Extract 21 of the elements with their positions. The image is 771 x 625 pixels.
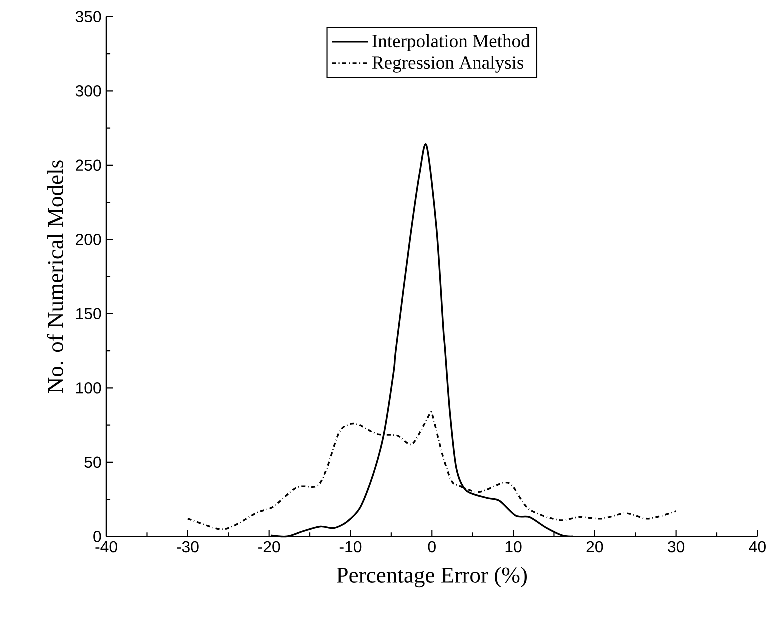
x-tick-label: 40 <box>749 541 766 552</box>
x-tick-label: -20 <box>258 541 280 552</box>
y-tick-label: 200 <box>76 234 102 246</box>
x-tick-label: 0 <box>428 541 436 552</box>
y-axis-title: No. of Numerical Models <box>47 160 64 393</box>
y-tick-label: 100 <box>76 382 102 394</box>
x-axis-title: Percentage Error (%) <box>336 566 527 588</box>
x-tick-label: -40 <box>96 541 118 552</box>
y-tick-label: 150 <box>76 308 102 320</box>
y-tick-label: 300 <box>76 85 102 97</box>
legend-label: Regression Analysis <box>372 56 524 73</box>
y-tick-label: 50 <box>84 456 102 468</box>
y-tick-label: 250 <box>76 160 102 171</box>
x-tick-label: -10 <box>340 541 362 552</box>
y-tick-label: 0 <box>94 530 102 542</box>
legend-label: Interpolation Method <box>372 34 530 52</box>
y-tick-label: 350 <box>76 11 102 22</box>
x-tick-label: -30 <box>177 541 199 552</box>
x-tick-label: 10 <box>506 541 522 552</box>
x-tick-label: 20 <box>586 541 604 552</box>
x-tick-label: 30 <box>668 541 685 552</box>
